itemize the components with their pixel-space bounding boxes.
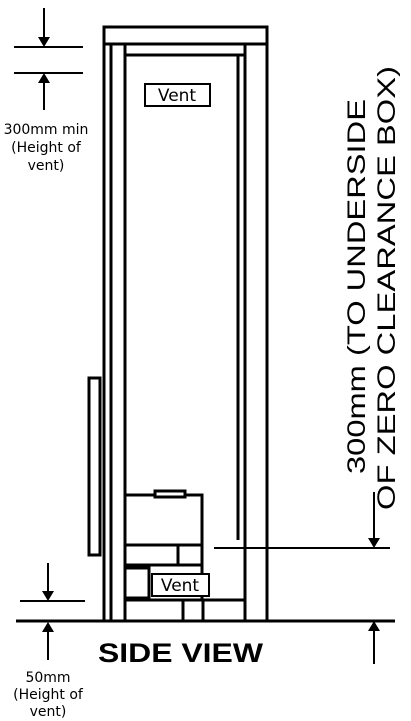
clearance-text-2: OF ZERO CLEARANCE BOX) [373, 66, 401, 510]
bottom-vent-dimension [20, 563, 85, 660]
top-dimension-text-3: vent) [28, 158, 65, 174]
clearance-text-group: 300mm (TO UNDERSIDE [343, 99, 371, 474]
clearance-text-1: 300mm (TO UNDERSIDE [343, 99, 371, 474]
side-view-title: SIDE VIEW [98, 638, 264, 668]
bottom-vent-box [151, 573, 210, 597]
top-vent-dimension [14, 8, 83, 110]
bottom-vent-label: Vent [161, 576, 200, 596]
enclosure-frame [87, 25, 269, 623]
top-vent-label: Vent [158, 86, 197, 106]
bottom-dimension-text-1: 50mm [25, 670, 70, 686]
clearance-dimension [214, 492, 390, 664]
top-dimension-text-1: 300mm min [4, 122, 89, 138]
bottom-dimension-text-3: vent) [30, 704, 67, 720]
top-vent-box [144, 83, 211, 107]
bottom-dimension-text-2: (Height of [13, 687, 84, 703]
top-dimension-text-2: (Height of [11, 140, 82, 156]
clearance-text-group-2: OF ZERO CLEARANCE BOX) [373, 66, 401, 510]
